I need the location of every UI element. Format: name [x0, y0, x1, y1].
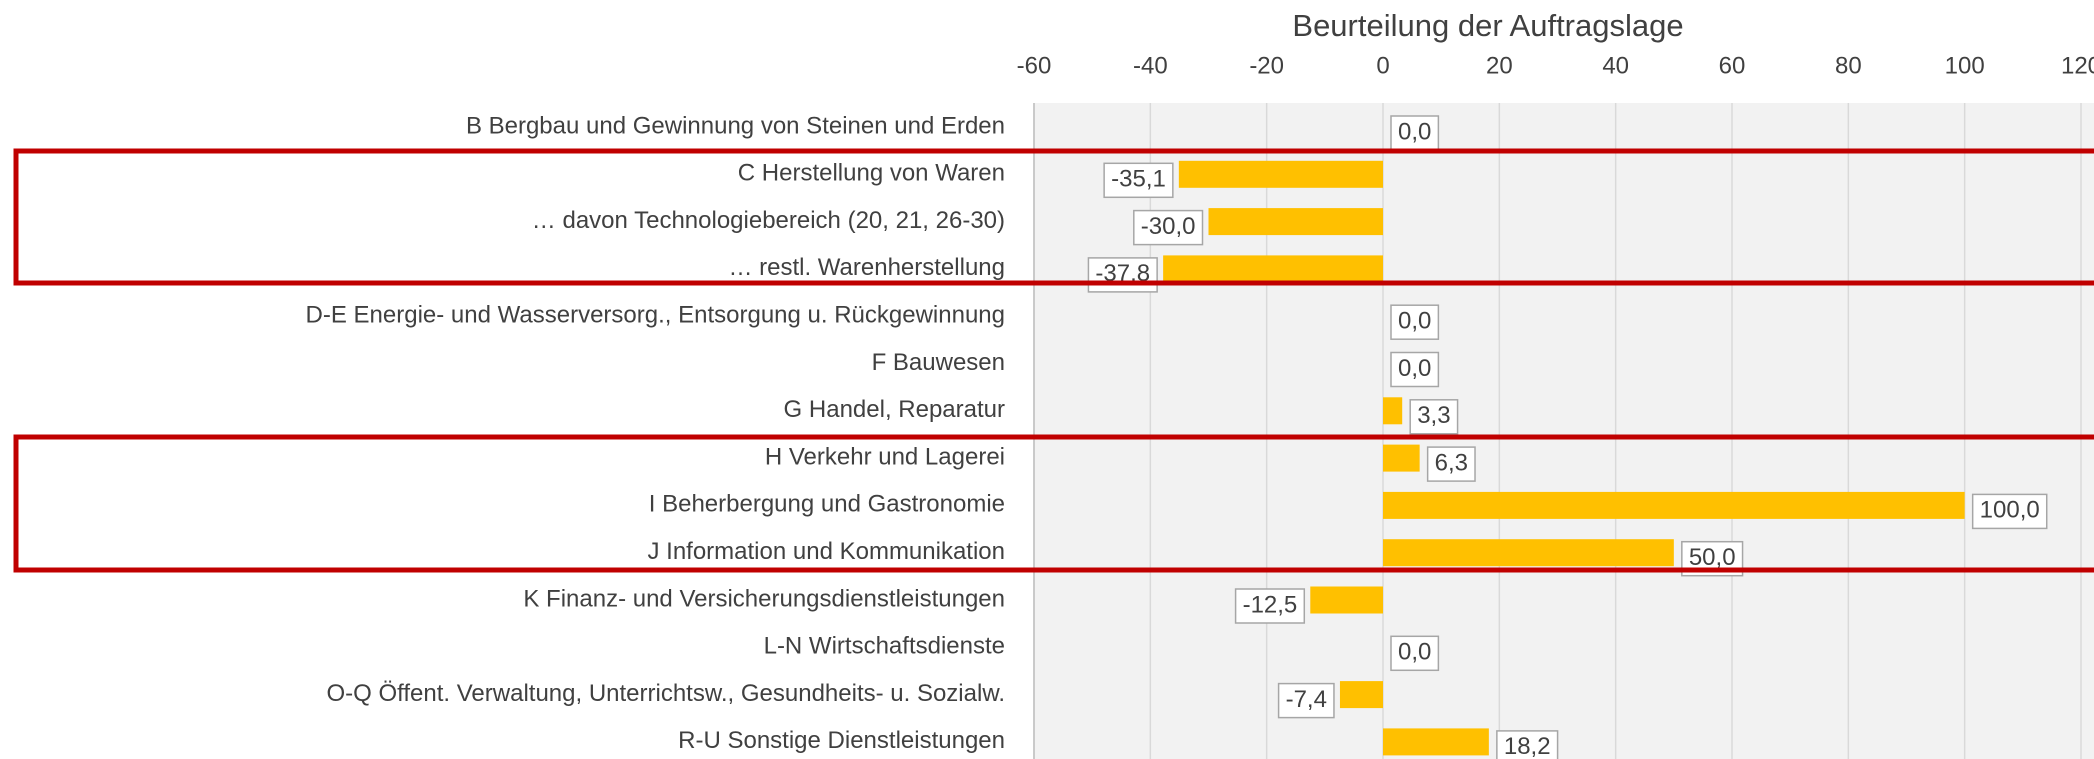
plot-area: [1034, 103, 2094, 759]
x-tick-label: 80: [1835, 52, 1862, 79]
data-label-box: [1390, 115, 1440, 151]
bar: [1208, 208, 1383, 236]
x-tick-label: 20: [1486, 52, 1513, 79]
data-label-box: [1234, 588, 1306, 624]
data-label: -35,1: [1111, 166, 1166, 193]
x-tick-label: -40: [1133, 52, 1168, 79]
data-label-box: [1087, 257, 1158, 293]
data-label-box: [1426, 446, 1476, 482]
y-tick-label: C Herstellung von Waren: [738, 160, 1005, 187]
y-tick-label: O-Q Öffent. Verwaltung, Unterrichtsw., G…: [326, 680, 1005, 707]
y-tick-label: … davon Technologiebereich (20, 21, 26-3…: [532, 207, 1005, 234]
data-label: 18,2: [1504, 733, 1551, 759]
data-label: -12,5: [1243, 591, 1298, 618]
data-label-box: [1277, 682, 1335, 719]
bar: [1383, 491, 1965, 519]
bar: [1339, 681, 1383, 709]
y-tick-label: L-N Wirtschaftsdienste: [764, 633, 1005, 660]
chart-title: Beurteilung der Auftragslage: [1292, 8, 1683, 43]
data-label: 0,0: [1398, 355, 1431, 382]
y-tick-label: K Finanz- und Versicherungsdienstleistun…: [523, 585, 1005, 612]
data-label-box: [1971, 493, 2048, 530]
y-tick-label: G Handel, Reparatur: [784, 396, 1005, 423]
y-tick-label: D-E Energie- und Wasserversorg., Entsorg…: [306, 302, 1005, 329]
data-label: 50,0: [1689, 544, 1736, 571]
x-tick-label: -60: [1017, 52, 1052, 79]
y-tick-label: J Information und Kommunikation: [647, 538, 1005, 565]
y-tick-label: F Bauwesen: [872, 349, 1005, 376]
highlight-box: [13, 148, 2094, 286]
data-label: 100,0: [1980, 497, 2040, 524]
y-tick-label: … restl. Warenherstellung: [728, 254, 1005, 281]
bar: [1383, 728, 1489, 756]
data-label-box: [1390, 304, 1440, 340]
data-label: -7,4: [1286, 686, 1327, 713]
data-label: 3,3: [1417, 402, 1450, 429]
x-tick-label: 120: [2061, 52, 2094, 79]
bar: [1178, 160, 1383, 188]
x-tick-label: 40: [1602, 52, 1629, 79]
bar: [1163, 255, 1383, 283]
x-tick-label: 60: [1719, 52, 1746, 79]
data-label-box: [1496, 730, 1559, 759]
x-tick-label: 100: [1945, 52, 1985, 79]
bar: [1383, 444, 1420, 472]
highlight-box: [13, 434, 2094, 573]
data-label: 0,0: [1398, 308, 1431, 335]
data-label-box: [1133, 209, 1204, 246]
data-label: 6,3: [1435, 449, 1468, 476]
data-label-box: [1390, 635, 1440, 672]
bar: [1383, 539, 1674, 567]
x-tick-label: 0: [1376, 52, 1389, 79]
bar: [1310, 586, 1383, 614]
y-tick-label: I Beherbergung und Gastronomie: [649, 491, 1005, 518]
data-label-box: [1103, 162, 1174, 199]
y-tick-label: R-U Sonstige Dienstleistungen: [678, 727, 1005, 754]
data-label-box: [1390, 351, 1440, 388]
data-label: 0,0: [1398, 639, 1431, 666]
y-tick-label: H Verkehr und Lagerei: [765, 443, 1005, 470]
x-tick-label: -20: [1249, 52, 1284, 79]
data-label: -30,0: [1141, 213, 1196, 240]
bar: [1383, 397, 1403, 425]
data-label: 0,0: [1398, 118, 1431, 145]
data-label-box: [1409, 399, 1459, 435]
y-tick-label: B Bergbau und Gewinnung von Steinen und …: [466, 112, 1005, 139]
